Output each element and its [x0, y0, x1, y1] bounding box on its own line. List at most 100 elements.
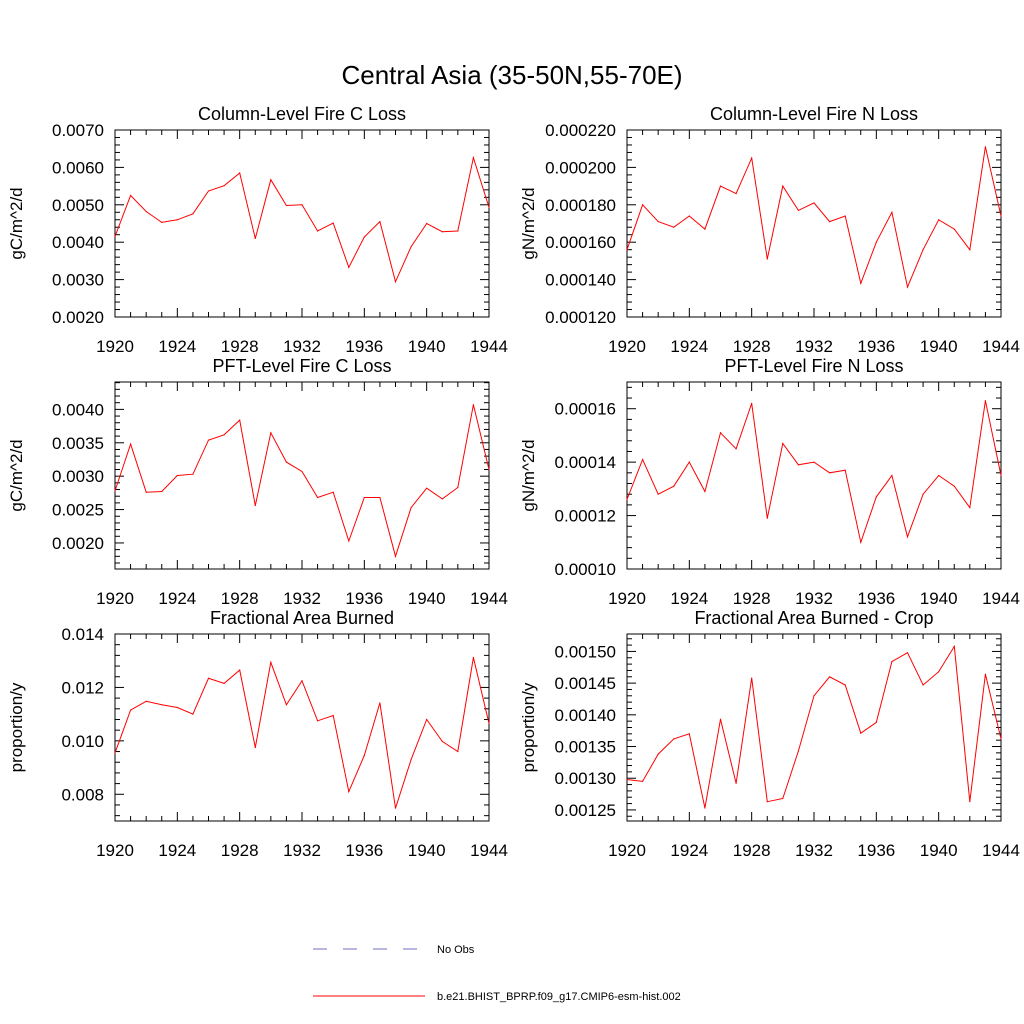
- data-point: [301, 204, 303, 206]
- data-point: [316, 230, 319, 232]
- data-point: [844, 684, 846, 686]
- data-point: [379, 221, 381, 223]
- y-axis-label: proportion/y: [7, 682, 26, 772]
- data-point: [379, 496, 381, 499]
- data-point: [426, 222, 428, 225]
- y-tick-label: 0.0035: [52, 434, 104, 453]
- panel-column-fire-c-loss: Column-Level Fire C Loss gC/m^2/d 1920 1924…: [7, 104, 508, 356]
- data-point: [938, 219, 940, 221]
- data-point: [472, 656, 475, 659]
- data-point: [673, 738, 675, 740]
- y-tick-label: 0.000180: [545, 196, 616, 215]
- data-point: [363, 236, 365, 238]
- y-tick-label: 0.0020: [52, 534, 104, 553]
- data-point: [766, 801, 768, 803]
- data-point: [472, 157, 475, 159]
- data-point: [488, 468, 490, 471]
- data-point: [751, 402, 753, 404]
- data-point: [922, 249, 924, 251]
- data-point: [891, 211, 893, 213]
- panel-title: Column-Level Fire C Loss: [198, 104, 406, 124]
- y-tick-label: 0.0060: [52, 158, 104, 177]
- data-point: [860, 732, 862, 734]
- data-point: [969, 801, 971, 803]
- x-tick-label: 1940: [920, 589, 958, 608]
- legend-label-no-obs: No Obs: [437, 944, 475, 956]
- data-point: [129, 443, 132, 445]
- data-point: [797, 209, 800, 212]
- data-point: [363, 754, 365, 757]
- data-point: [641, 780, 644, 782]
- data-point: [223, 434, 225, 436]
- y-tick-label: 0.012: [61, 678, 104, 697]
- data-point: [348, 266, 350, 268]
- x-tick-label: 1940: [920, 841, 958, 860]
- data-point: [316, 720, 319, 722]
- data-point: [410, 506, 412, 509]
- data-point: [626, 249, 628, 251]
- data-point: [270, 432, 272, 434]
- data-point: [844, 469, 846, 471]
- data-point: [969, 249, 971, 251]
- y-tick-label: 0.00145: [555, 674, 616, 693]
- data-point: [192, 213, 194, 215]
- data-point: [192, 473, 194, 475]
- series-line: [114, 657, 490, 809]
- x-tick-label: 1944: [470, 589, 508, 608]
- legend-label-model-run: b.e21.BHIST_BPRP.f09_g17.CMIP6-esm-hist.…: [437, 991, 681, 1003]
- panel-title: Fractional Area Burned: [210, 608, 394, 628]
- data-point: [270, 661, 272, 663]
- data-point: [938, 474, 940, 477]
- y-tick-label: 0.0030: [52, 271, 104, 290]
- data-point: [875, 241, 877, 243]
- series-line: [626, 644, 1002, 809]
- data-point: [161, 221, 163, 223]
- data-point: [828, 221, 831, 223]
- y-tick-label: 0.0030: [52, 467, 104, 486]
- data-point: [176, 706, 178, 709]
- y-axis-label: gC/m^2/d: [7, 187, 26, 259]
- data-point: [782, 797, 784, 800]
- data-point: [673, 485, 675, 487]
- x-tick-label: 1936: [345, 589, 383, 608]
- y-tick-label: 0.00135: [555, 738, 616, 757]
- data-point: [426, 487, 428, 489]
- panel-pft-fire-n-loss: PFT-Level Fire N Loss gN/m^2/d 1920 1924 192…: [519, 356, 1020, 608]
- data-point: [828, 676, 831, 678]
- data-point: [394, 555, 397, 557]
- x-tick-label: 1932: [283, 841, 321, 860]
- y-axis-label: gN/m^2/d: [519, 439, 538, 511]
- y-tick-label: 0.00150: [555, 642, 616, 661]
- x-tick-label: 1920: [96, 589, 134, 608]
- x-tick-label: 1920: [608, 589, 646, 608]
- data-point: [363, 496, 365, 499]
- data-point: [207, 190, 210, 192]
- y-axis-label: gC/m^2/d: [7, 439, 26, 511]
- data-point: [348, 791, 350, 793]
- x-tick-label: 1928: [221, 589, 259, 608]
- data-point: [270, 179, 272, 181]
- plot-frame: [114, 381, 490, 570]
- y-tick-label: 0.014: [61, 625, 104, 644]
- y-tick-label: 0.00014: [555, 453, 616, 472]
- x-tick-label: 1928: [733, 337, 771, 356]
- legend: No Obs b.e21.BHIST_BPRP.f09_g17.CMIP6-es…: [313, 944, 681, 1003]
- y-tick-label: 0.008: [61, 785, 104, 804]
- data-point: [239, 419, 241, 421]
- panel-fractional-area-burned-crop: Fractional Area Burned - Crop proportion/…: [519, 608, 1020, 860]
- data-point: [641, 458, 644, 461]
- data-point: [1000, 215, 1002, 217]
- y-tick-label: 0.0040: [52, 400, 104, 419]
- data-point: [953, 485, 955, 487]
- data-point: [426, 718, 428, 721]
- x-tick-label: 1940: [408, 337, 446, 356]
- data-point: [441, 740, 443, 742]
- data-point: [813, 202, 815, 204]
- data-point: [938, 671, 940, 673]
- y-tick-label: 0.0070: [52, 121, 104, 140]
- x-tick-label: 1944: [982, 589, 1020, 608]
- data-point: [161, 490, 163, 493]
- x-tick-label: 1936: [345, 841, 383, 860]
- data-point: [114, 752, 116, 754]
